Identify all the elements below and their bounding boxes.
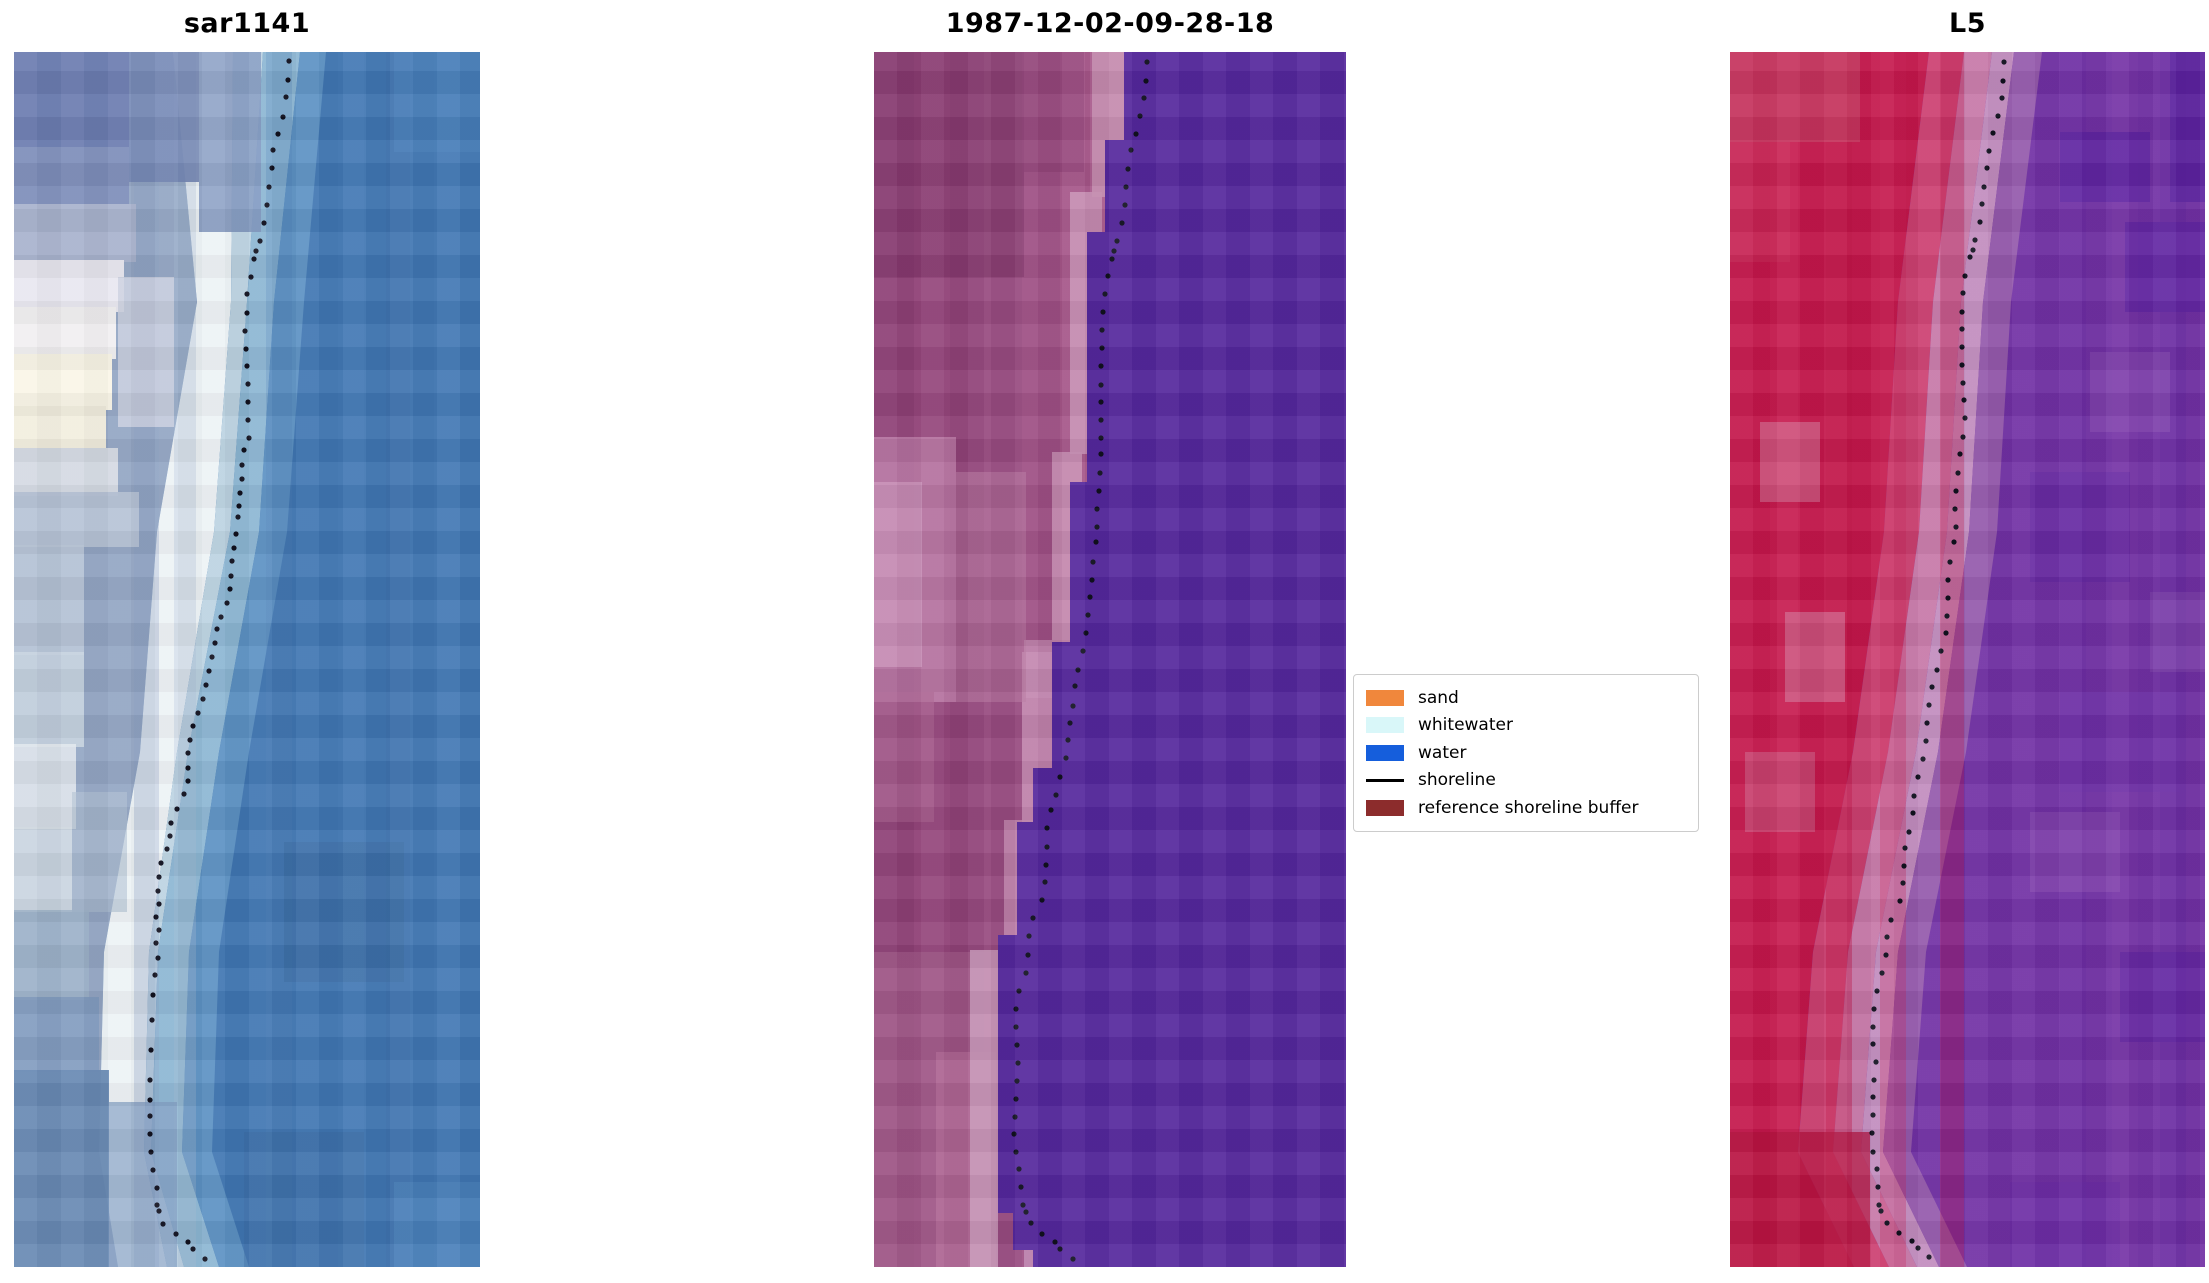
panel-title-date: 1987-12-02-09-28-18 [945,8,1275,39]
panel-image-L5 [1730,52,2205,1267]
legend-label: shoreline [1418,770,1496,791]
legend-item-shoreline: shoreline [1366,767,1686,795]
panel-image-1987-12-02-09-28-18 [874,52,1346,1267]
panel-sar1141 [14,52,480,1267]
panel-title-sar1141: sar1141 [183,8,311,39]
panel-title-l5: L5 [1949,8,1986,39]
panel-classified-1987-12-02 [874,52,1346,1267]
legend-item-sand: sand [1366,684,1686,712]
legend-label: reference shoreline buffer [1418,797,1639,818]
legend-swatch-shoreline-icon [1366,779,1404,782]
legend-swatch-water-icon [1366,744,1404,761]
shoreline-dots [1869,59,2007,1260]
panel-image-sar1141 [14,52,480,1267]
legend-label: whitewater [1418,715,1513,736]
shoreline-dots [147,58,292,1262]
legend-rows: sand whitewater water shoreline reference sh… [1366,684,1686,822]
legend-label: water [1418,742,1467,763]
legend-swatch-reference-shoreline-buffer-icon [1366,799,1404,816]
legend-swatch-whitewater-icon [1366,717,1404,734]
shoreline-dots [1011,59,1150,1262]
legend-label: sand [1418,687,1459,708]
legend-item-water: water [1366,739,1686,767]
legend-item-reference-shoreline-buffer: reference shoreline buffer [1366,794,1686,822]
panel-l5 [1730,52,2205,1267]
legend: sand whitewater water shoreline reference sh… [1353,674,1699,832]
legend-swatch-sand-icon [1366,689,1404,706]
legend-item-whitewater: whitewater [1366,712,1686,740]
